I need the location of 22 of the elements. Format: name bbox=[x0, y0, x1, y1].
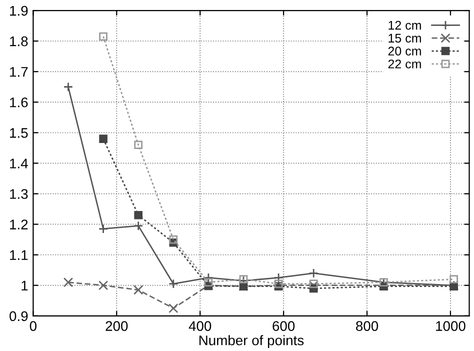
x-tick-label: 1000 bbox=[436, 321, 466, 331]
y-tick-label: 1 bbox=[22, 280, 28, 290]
x-tick-label: 600 bbox=[272, 321, 295, 331]
y-tick-label: 1.8 bbox=[10, 36, 28, 46]
x-axis-title: Number of points bbox=[199, 335, 304, 348]
y-tick-label: 1.2 bbox=[10, 220, 28, 230]
legend-label: 12 cm bbox=[388, 20, 421, 30]
y-tick-label: 1.7 bbox=[10, 67, 28, 77]
y-tick-label: 0.9 bbox=[10, 311, 28, 322]
legend-label: 15 cm bbox=[388, 34, 421, 43]
x-tick-label: 400 bbox=[188, 321, 212, 331]
y-tick-label: 1.9 bbox=[10, 6, 28, 16]
y-tick-label: 1.1 bbox=[10, 250, 28, 260]
x-tick-label: 800 bbox=[356, 321, 378, 331]
y-tick-label: 1.5 bbox=[10, 128, 28, 138]
x-tick-label: 200 bbox=[106, 321, 128, 331]
y-tick-label: 1.4 bbox=[10, 158, 28, 168]
legend-label: 22 cm bbox=[388, 60, 421, 68]
x-tick-label: 0 bbox=[30, 321, 36, 331]
legend-label: 20 cm bbox=[388, 46, 421, 56]
y-tick-label: 1.6 bbox=[10, 97, 28, 108]
y-tick-label: 1.3 bbox=[10, 189, 28, 199]
